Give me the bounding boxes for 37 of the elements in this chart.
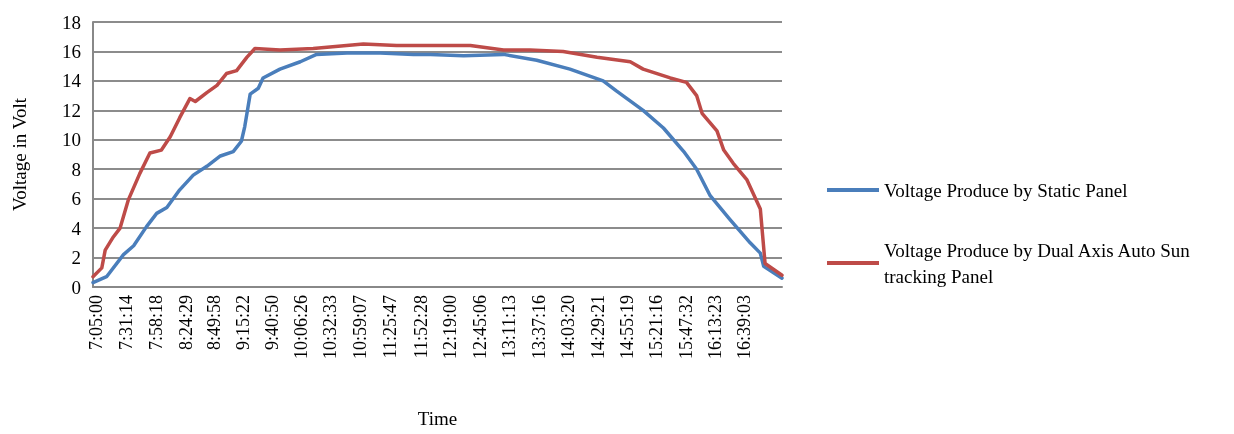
y-tick-label: 4 (71, 217, 82, 239)
x-tick-label: 10:59:07 (350, 295, 371, 360)
x-tick-label: 14:55:19 (616, 295, 637, 360)
x-tick-label: 9:40:50 (261, 295, 282, 351)
x-tick-label: 12:45:06 (469, 295, 490, 360)
y-tick-label: 10 (62, 129, 81, 151)
y-tick-label: 18 (62, 11, 81, 33)
y-tick-label: 14 (62, 70, 82, 92)
x-tick-label: 13:37:16 (528, 295, 549, 360)
x-tick-label: 11:25:47 (380, 295, 401, 359)
x-tick-label: 13:11:13 (499, 295, 520, 359)
x-tick-label: 14:29:21 (587, 295, 608, 360)
x-tick-label: 16:39:03 (734, 295, 755, 360)
legend-label: Voltage Produce by Dual Axis Auto Sun tracking Panel (884, 239, 1195, 287)
x-tick-label: 15:21:16 (646, 295, 667, 360)
x-tick-label: 12:19:00 (440, 295, 461, 360)
y-tick-label: 12 (62, 99, 81, 121)
x-axis-title: Time (417, 408, 458, 429)
y-axis-title: Voltage in Volt (9, 97, 30, 211)
x-tick-label: 16:13:23 (705, 295, 726, 360)
x-tick-label: 7:31:14 (115, 295, 136, 351)
y-tick-label: 2 (71, 247, 81, 269)
y-tick-label: 6 (71, 188, 81, 210)
x-tick-label: 11:52:28 (410, 295, 431, 359)
x-tick-label: 14:03:20 (558, 295, 579, 360)
x-tick-label: 9:15:22 (233, 295, 254, 351)
x-tick-label: 10:06:26 (290, 295, 311, 360)
y-tick-label: 8 (71, 158, 81, 180)
y-tick-label: 16 (62, 40, 81, 62)
legend-label: Voltage Produce by Static Panel (884, 179, 1128, 201)
x-tick-label: 10:32:33 (320, 295, 341, 360)
x-tick-label: 15:47:32 (675, 295, 696, 360)
x-tick-label: 7:58:18 (146, 295, 167, 351)
x-tick-label: 7:05:00 (85, 295, 106, 351)
x-tick-label: 8:49:58 (204, 295, 225, 351)
y-tick-label: 0 (71, 276, 81, 298)
x-tick-label: 8:24:29 (175, 295, 196, 351)
